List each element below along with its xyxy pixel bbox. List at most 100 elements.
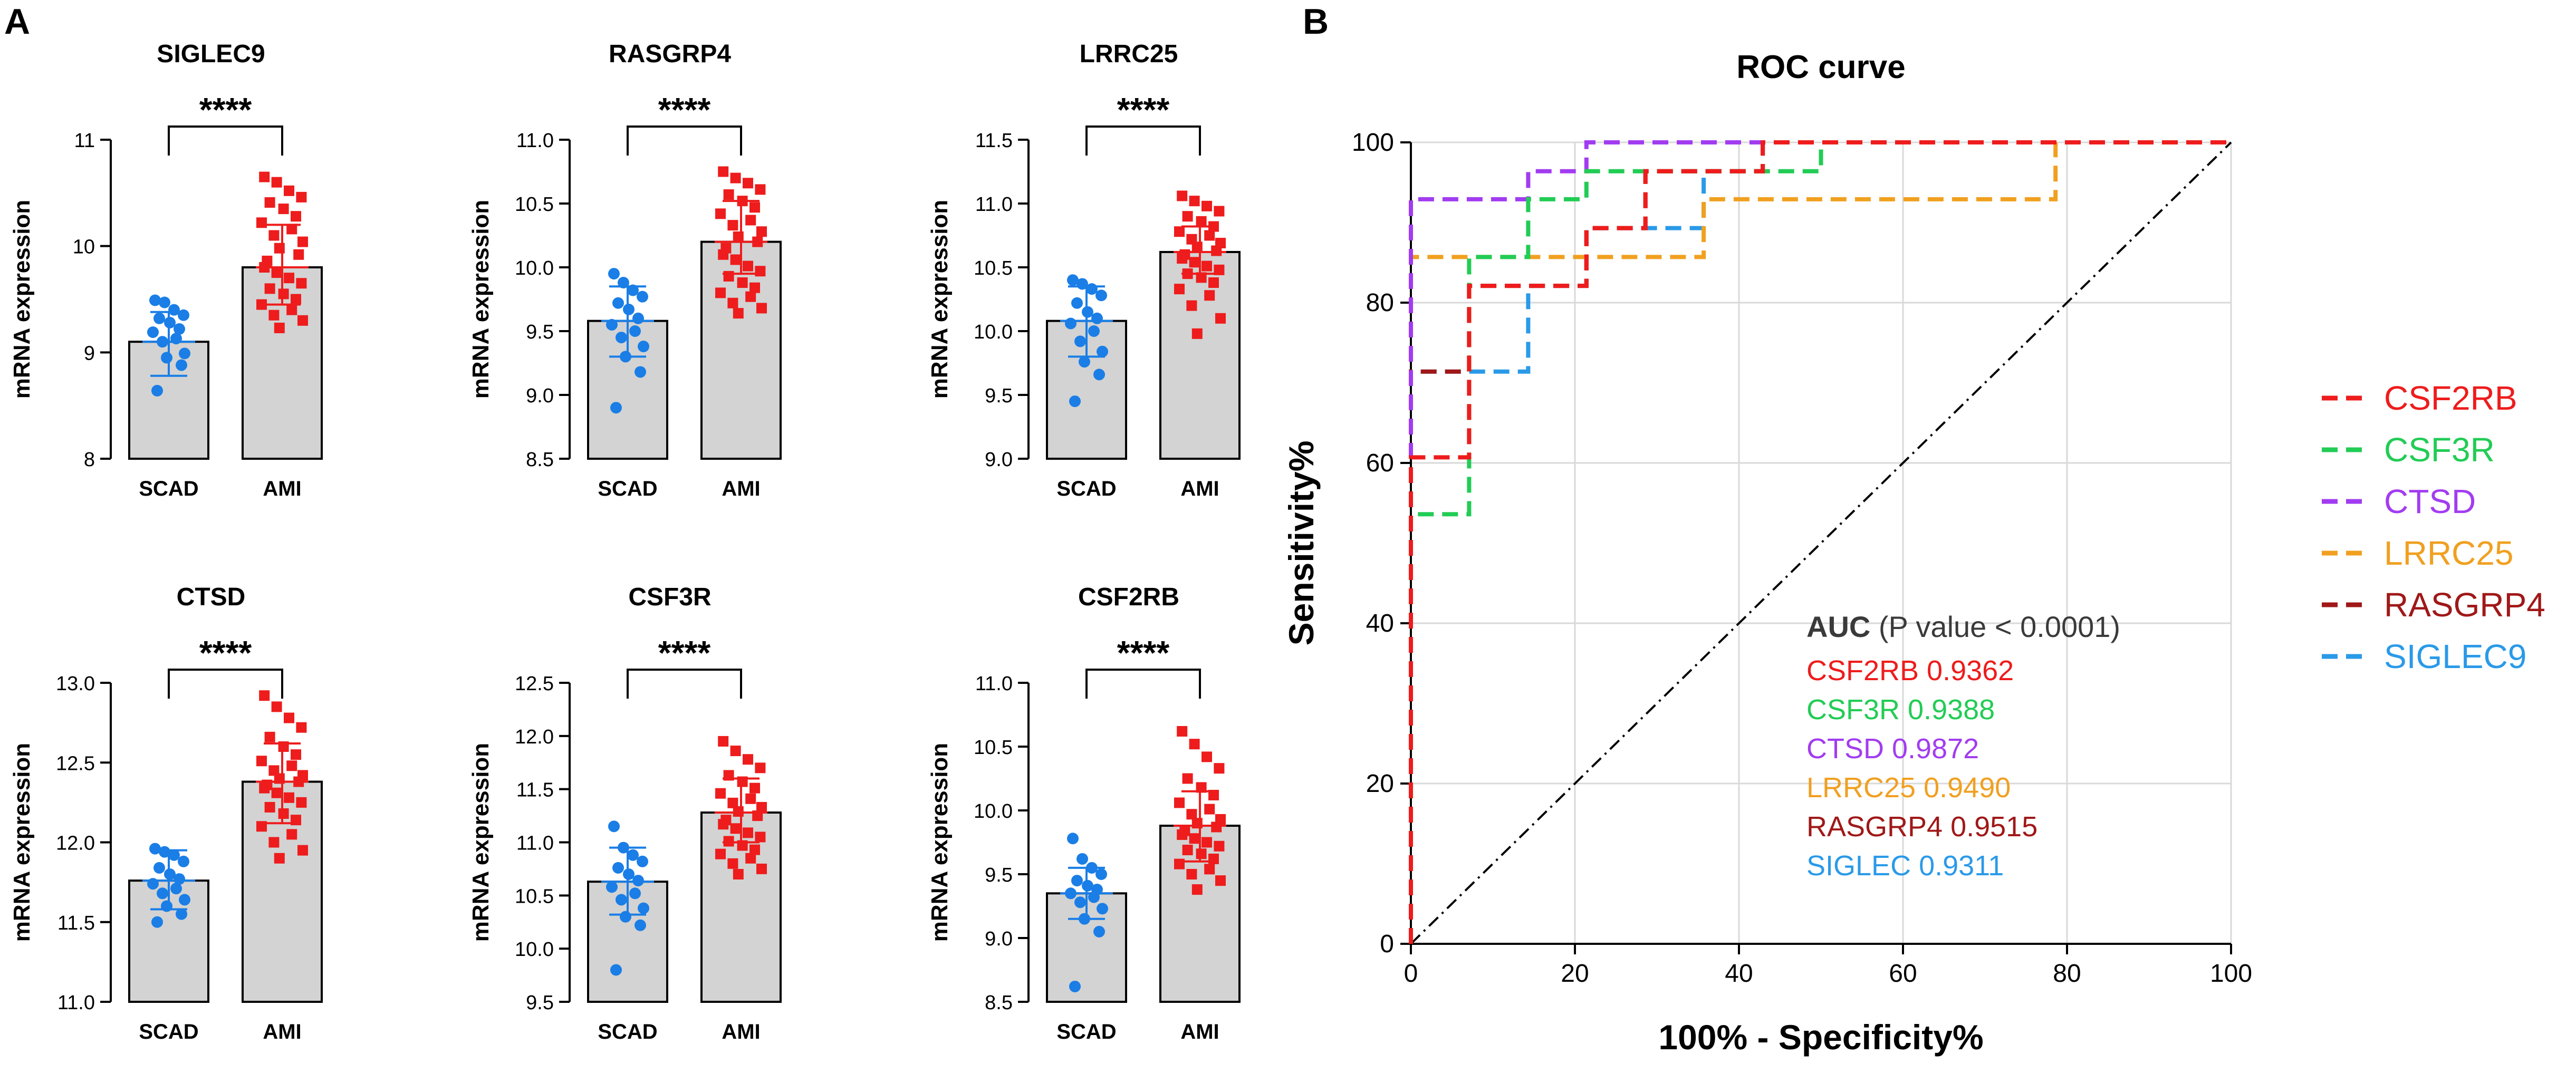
- data-point-ami: [1186, 300, 1197, 311]
- y-tick-label: 20: [1366, 770, 1394, 798]
- data-point-scad: [632, 312, 644, 324]
- data-point-scad: [1067, 274, 1079, 286]
- data-point-ami: [1174, 858, 1185, 869]
- data-point-scad: [1088, 325, 1100, 337]
- data-point-ami: [745, 793, 756, 804]
- x-tick-label: AMI: [722, 1020, 760, 1043]
- data-point-ami: [749, 844, 760, 855]
- data-point-scad: [164, 868, 176, 880]
- y-tick-label: 9.0: [526, 385, 554, 407]
- data-point-ami: [723, 836, 734, 847]
- data-point-scad: [149, 843, 161, 855]
- y-tick-label: 12.0: [56, 833, 95, 855]
- auc-label: LRRC25 0.9490: [1806, 772, 2011, 804]
- y-axis-label: mRNA expression: [927, 200, 953, 399]
- data-point-ami: [291, 294, 301, 305]
- data-point-scad: [1093, 925, 1105, 937]
- data-point-ami: [752, 236, 763, 247]
- data-point-ami: [1204, 290, 1215, 301]
- x-tick-label: SCAD: [139, 477, 198, 500]
- data-point-scad: [637, 291, 648, 303]
- data-point-ami: [1196, 272, 1207, 283]
- x-tick-label: AMI: [1180, 1020, 1219, 1043]
- data-point-ami: [718, 249, 729, 260]
- data-point-scad: [620, 351, 631, 363]
- y-tick-label: 11.0: [516, 833, 554, 855]
- data-point-ami: [256, 299, 267, 310]
- legend-label: CSF3R: [2384, 431, 2495, 469]
- data-point-scad: [618, 842, 629, 854]
- data-point-ami: [745, 291, 756, 302]
- data-point-ami: [1214, 840, 1225, 852]
- data-point-scad: [1069, 980, 1081, 992]
- data-point-scad: [157, 336, 168, 348]
- data-point-ami: [730, 746, 741, 757]
- y-tick-label: 10.0: [974, 321, 1013, 343]
- y-tick-label: 10.5: [515, 885, 554, 907]
- data-point-ami: [723, 770, 734, 781]
- y-tick-label: 80: [1366, 289, 1394, 317]
- data-point-scad: [616, 332, 627, 344]
- data-point-ami: [1196, 848, 1207, 859]
- data-point-scad: [616, 894, 627, 906]
- y-tick-label: 9.5: [985, 864, 1013, 886]
- bar-panel-csf2rb: CSF2RB mRNA expression 8.5 9.0 9.5 10.0 10.5 11…: [927, 583, 1241, 1043]
- data-point-ami: [284, 712, 294, 723]
- data-point-ami: [1202, 260, 1212, 272]
- data-point-scad: [159, 846, 170, 858]
- y-tick-label: 10.0: [974, 800, 1013, 823]
- data-point-ami: [1208, 853, 1219, 864]
- auc-heading: AUC (P value < 0.0001): [1806, 610, 2120, 643]
- roc-curve-rasgrp4: [1409, 140, 2231, 944]
- data-point-scad: [151, 916, 163, 928]
- data-point-ami: [755, 832, 766, 843]
- data-point-scad: [1097, 345, 1108, 357]
- significance-label: ****: [199, 634, 252, 672]
- data-point-scad: [608, 820, 620, 833]
- data-point-ami: [755, 266, 766, 277]
- bar-panel-csf3r: CSF3R mRNA expression 9.5 10.0 10.5 11.0 11.5 1…: [468, 583, 782, 1043]
- data-point-scad: [637, 855, 648, 867]
- data-point-ami: [264, 283, 275, 294]
- data-point-ami: [737, 776, 748, 787]
- data-point-scad: [635, 919, 646, 931]
- data-point-scad: [153, 312, 165, 324]
- y-tick-label: 0: [1380, 930, 1394, 958]
- data-point-scad: [174, 323, 185, 335]
- x-tick-label: AMI: [722, 477, 760, 500]
- data-point-scad: [1095, 868, 1107, 880]
- data-point-ami: [1189, 833, 1200, 844]
- bar-ami: [1159, 250, 1241, 460]
- data-point-ami: [291, 211, 301, 222]
- data-point-scad: [151, 384, 163, 397]
- y-tick-label: 10.5: [974, 257, 1013, 279]
- y-tick-label: 10.5: [515, 194, 554, 216]
- auc-subtitle: (P value < 0.0001): [1870, 610, 2120, 643]
- data-point-ami: [286, 304, 297, 315]
- data-point-ami: [274, 773, 285, 784]
- data-point-scad: [629, 325, 641, 337]
- x-axis-label: 100% - Specificity%: [1658, 1018, 1983, 1057]
- data-point-ami: [259, 690, 270, 701]
- data-point-ami: [730, 823, 741, 834]
- data-point-ami: [291, 815, 301, 826]
- data-point-scad: [1074, 335, 1086, 347]
- data-point-ami: [284, 792, 294, 803]
- data-point-scad: [638, 341, 649, 353]
- data-point-ami: [1174, 226, 1185, 237]
- data-point-ami: [278, 204, 289, 215]
- data-point-ami: [286, 760, 297, 771]
- data-point-ami: [1214, 763, 1225, 774]
- data-point-scad: [1088, 891, 1100, 903]
- legend-label: LRRC25: [2384, 534, 2513, 572]
- data-point-scad: [632, 875, 644, 887]
- chart-title: CTSD: [177, 583, 246, 611]
- panel-label-b: B: [1303, 2, 1329, 42]
- legend: CSF2RB CSF3R CTSD LRRC25 RASGRP4 SIGLEC9: [2322, 379, 2545, 675]
- data-point-scad: [1097, 903, 1108, 915]
- data-point-ami: [274, 853, 285, 864]
- data-point-ami: [268, 765, 280, 776]
- data-point-ami: [723, 270, 734, 282]
- x-tick-label: AMI: [263, 477, 301, 500]
- y-tick-label: 11: [74, 130, 95, 152]
